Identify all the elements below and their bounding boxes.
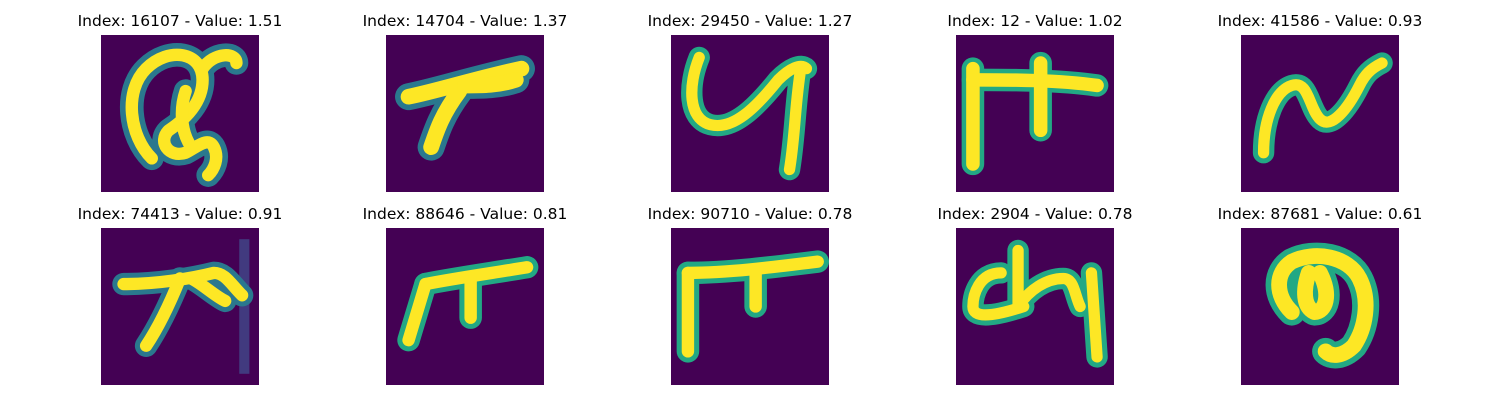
panel-title: Index: 88646 - Value: 0.81 (362, 205, 568, 223)
panel-title: Index: 2904 - Value: 0.78 (937, 205, 1133, 223)
grid-cell: Index: 90710 - Value: 0.78 (620, 203, 880, 393)
panel-title: Index: 29450 - Value: 1.27 (647, 12, 853, 30)
grid-cell: Index: 74413 - Value: 0.91 (50, 203, 310, 393)
grid-cell: Index: 16107 - Value: 1.51 (50, 10, 310, 200)
panel-title: Index: 90710 - Value: 0.78 (647, 205, 853, 223)
grid-cell: Index: 2904 - Value: 0.78 (905, 203, 1165, 393)
panel-title: Index: 14704 - Value: 1.37 (362, 12, 568, 30)
grid-cell: Index: 41586 - Value: 0.93 (1190, 10, 1450, 200)
grid-cell: Index: 14704 - Value: 1.37 (335, 10, 595, 200)
grid-cell: Index: 12 - Value: 1.02 (905, 10, 1165, 200)
panel-title: Index: 87681 - Value: 0.61 (1217, 205, 1423, 223)
digit-image (386, 35, 544, 192)
grid-cell: Index: 29450 - Value: 1.27 (620, 10, 880, 200)
grid-cell: Index: 87681 - Value: 0.61 (1190, 203, 1450, 393)
panel-title: Index: 74413 - Value: 0.91 (77, 205, 283, 223)
digit-image (956, 228, 1114, 385)
digit-image (956, 35, 1114, 192)
digit-image (1241, 35, 1399, 192)
digit-image (1241, 228, 1399, 385)
digit-image (101, 228, 259, 385)
panel-title: Index: 16107 - Value: 1.51 (77, 12, 283, 30)
digit-image (671, 228, 829, 385)
digit-image (671, 35, 829, 192)
panel-title: Index: 12 - Value: 1.02 (947, 12, 1123, 30)
digit-image (386, 228, 544, 385)
grid-cell: Index: 88646 - Value: 0.81 (335, 203, 595, 393)
panel-title: Index: 41586 - Value: 0.93 (1217, 12, 1423, 30)
digit-image (101, 35, 259, 192)
